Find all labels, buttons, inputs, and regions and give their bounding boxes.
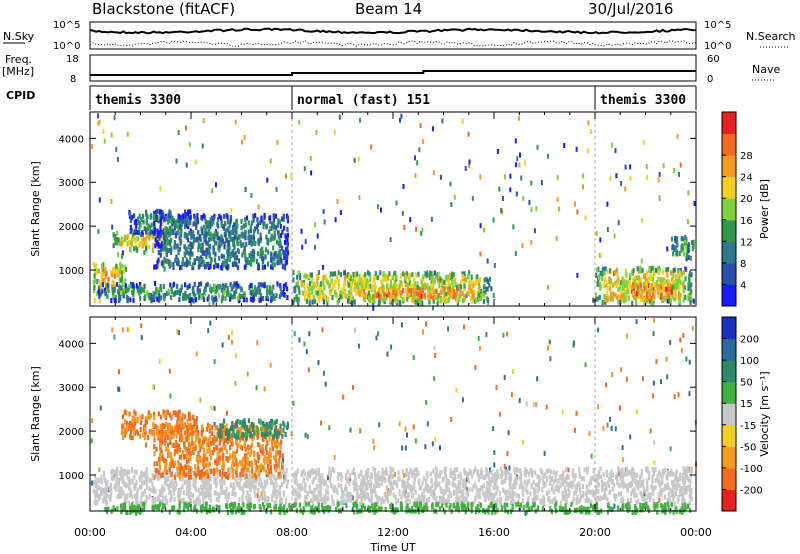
power-axes: 1000 2000 3000 4000 [59, 112, 697, 306]
time-tick-label: 12:00 [377, 526, 409, 539]
search-count-line [89, 39, 697, 47]
y-tick-label: 4000 [59, 134, 84, 145]
velocity-colorbar: 200 100 50 15 -15 -50 -100 -200 [721, 316, 763, 512]
search-tick-high: 10^5 [704, 20, 731, 31]
y-tick-label: 2000 [59, 427, 84, 438]
colorbar-tick-label: 50 [740, 378, 753, 389]
colorbar-tick-label: 4 [740, 280, 746, 291]
sky-count-line [89, 27, 697, 35]
date-title: 30/Jul/2016 [588, 0, 673, 18]
freq-label-line2: [MHz] [2, 65, 34, 78]
time-tick-label: 08:00 [276, 526, 308, 539]
station-title: Blackstone (fitACF) [92, 0, 235, 18]
power-colorbar: 4 8 12 16 20 24 28 [721, 111, 753, 307]
colorbar-tick-label: 12 [740, 237, 753, 248]
colorbar-tick-label: 16 [740, 216, 753, 227]
sky-panel-frame [89, 21, 697, 50]
colorbar-tick-label: 20 [740, 194, 753, 205]
y-tick-label: 2000 [59, 222, 84, 233]
colorbar-tick-label: 28 [740, 151, 753, 162]
velocity-axes: 1000 2000 3000 4000 [59, 317, 697, 511]
y-tick-label: 1000 [59, 471, 84, 482]
power-ylabel: Slant Range [km] [29, 161, 42, 257]
search-label: N.Search [746, 30, 796, 43]
colorbar-tick-label: -50 [740, 442, 756, 453]
frequency-line [90, 70, 696, 76]
time-tick-label: 04:00 [175, 526, 207, 539]
colorbar-tick-label: 200 [740, 335, 759, 346]
time-tick-label: 00:00 [74, 526, 106, 539]
freq-label-line1: Freq. [5, 53, 32, 66]
nave-label: Nave [752, 63, 780, 76]
time-tick-label: 16:00 [478, 526, 510, 539]
freq-tick-low: 8 [70, 74, 76, 85]
nave-tick-high: 60 [707, 54, 720, 65]
time-axis-label: Time UT [369, 541, 415, 554]
y-tick-label: 3000 [59, 178, 84, 189]
search-tick-low: 10^0 [704, 41, 731, 52]
velocity-colorbar-label: Velocity [m s⁻¹] [758, 371, 771, 456]
power-colorbar-label: Power [dB] [758, 179, 771, 239]
colorbar-tick-label: -200 [740, 485, 763, 496]
colorbar-tick-label: -100 [740, 464, 763, 475]
colorbar-tick-label: 8 [740, 259, 746, 270]
y-tick-label: 4000 [59, 339, 84, 350]
time-tick-label: 20:00 [579, 526, 611, 539]
y-tick-label: 3000 [59, 383, 84, 394]
sky-label: N.Sky [3, 30, 35, 43]
velocity-ylabel: Slant Range [km] [29, 366, 42, 462]
beam-title: Beam 14 [355, 0, 422, 18]
cpid-mode-label: themis 3300 [95, 93, 181, 108]
cpid-label: CPID [6, 89, 35, 102]
velocity-heatmap [90, 317, 698, 516]
colorbar-tick-label: -15 [740, 421, 756, 432]
cpid-mode-label: themis 3300 [600, 93, 686, 108]
cpid-modes: themis 3300 normal (fast) 151 themis 3300 [95, 86, 686, 110]
colorbar-tick-label: 24 [740, 173, 753, 184]
colorbar-tick-label: 100 [740, 356, 759, 367]
nave-tick-low: 0 [707, 74, 713, 85]
freq-panel-frame [89, 54, 697, 82]
y-tick-label: 1000 [59, 266, 84, 277]
cpid-mode-label: normal (fast) 151 [297, 93, 430, 108]
time-axis: 00:00 04:00 08:00 12:00 16:00 20:00 00:00 [74, 526, 712, 539]
freq-tick-high: 18 [66, 54, 79, 65]
time-tick-label: 00:00 [680, 526, 712, 539]
sky-tick-high: 10^5 [53, 20, 80, 31]
sky-tick-low: 10^0 [53, 41, 80, 52]
power-heatmap [91, 112, 696, 311]
colorbar-tick-label: 15 [740, 399, 753, 410]
